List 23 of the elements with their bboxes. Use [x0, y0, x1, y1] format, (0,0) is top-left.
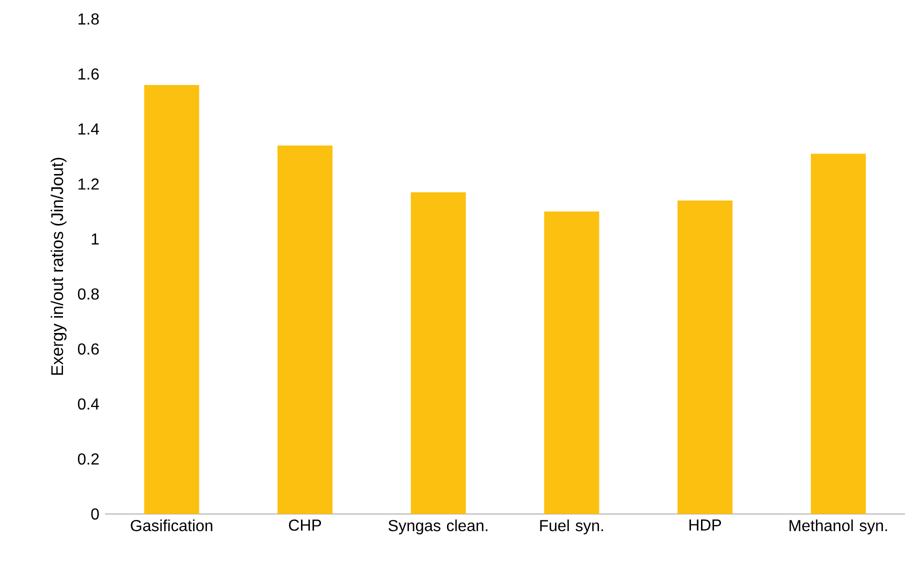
x-tick-label: CHP	[288, 520, 321, 531]
x-tick-label: HDP	[689, 520, 721, 530]
y-tick-label: 0.6	[78, 343, 99, 355]
y-tick-label: 0.8	[78, 288, 99, 300]
bar	[278, 145, 333, 514]
y-axis-title: Exergy in/out ratios (Jin/Jout)	[50, 158, 67, 375]
y-tick-label: 1.6	[78, 68, 99, 80]
y-tick-label: 1	[92, 234, 99, 244]
bar	[810, 154, 866, 514]
y-tick-label: 0.2	[78, 453, 99, 465]
x-tick-label: Syngas clean.	[388, 520, 488, 534]
bar	[678, 200, 733, 514]
bar	[144, 84, 200, 514]
x-tick-label: Methanol syn.	[790, 520, 887, 534]
bar	[544, 211, 600, 514]
y-tick-label: 1.8	[78, 13, 99, 25]
y-tick-label: 0	[91, 508, 99, 520]
bar	[410, 192, 466, 514]
x-tick-label: Gasification	[130, 520, 212, 532]
x-tick-label: Fuel syn.	[540, 520, 603, 534]
y-tick-label: 0.4	[78, 398, 100, 410]
y-tick-label: 1.2	[78, 178, 99, 190]
y-tick-label: 1.4	[78, 124, 100, 134]
